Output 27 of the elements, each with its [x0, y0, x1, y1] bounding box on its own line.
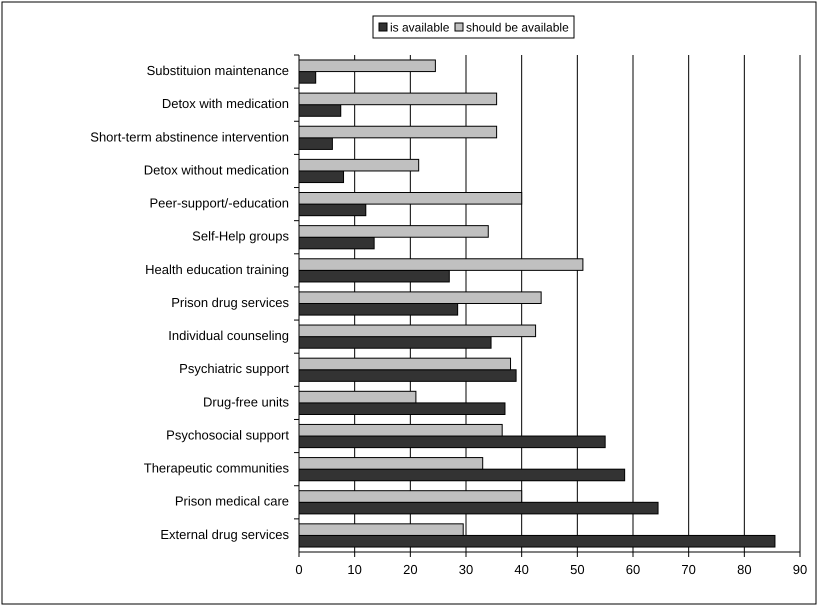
x-tick-label: 80 [737, 562, 752, 577]
y-tick-label: Short-term abstinence intervention [90, 129, 289, 144]
x-tick-label: 50 [570, 562, 585, 577]
y-tick-label: External drug services [160, 526, 290, 542]
x-tick-label: 20 [403, 562, 418, 577]
x-tick-label: 40 [514, 562, 529, 577]
x-tick-label: 10 [347, 562, 362, 577]
y-tick-label: Prison drug services [171, 294, 290, 310]
x-tick-label: 70 [681, 562, 696, 577]
y-tick-label: Individual counseling [168, 328, 289, 344]
legend-label: should be available [466, 20, 570, 34]
y-tick-label: Self-Help groups [192, 228, 290, 244]
y-tick-label: Health education training [145, 262, 289, 277]
y-tick-label: Psychosocial support [166, 427, 290, 442]
y-tick-label: Prison medical care [174, 494, 289, 509]
x-tick-label: 30 [458, 562, 474, 577]
x-tick-label: 90 [792, 562, 808, 577]
y-tick-label: Drug-free units [203, 394, 290, 410]
y-tick-label: Peer-support/-education [150, 196, 289, 211]
y-tick-label: Therapeutic communities [144, 460, 290, 476]
legend-label: is available [390, 20, 450, 34]
y-tick-label: Psychiatric support [179, 361, 290, 376]
y-tick-label: Substituion maintenance [146, 63, 289, 78]
y-tick-label: Detox without medication [144, 162, 289, 178]
x-tick-label: 60 [626, 562, 640, 577]
y-tick-label: Detox with medication [162, 96, 289, 112]
x-tick-label: 0 [295, 562, 303, 577]
